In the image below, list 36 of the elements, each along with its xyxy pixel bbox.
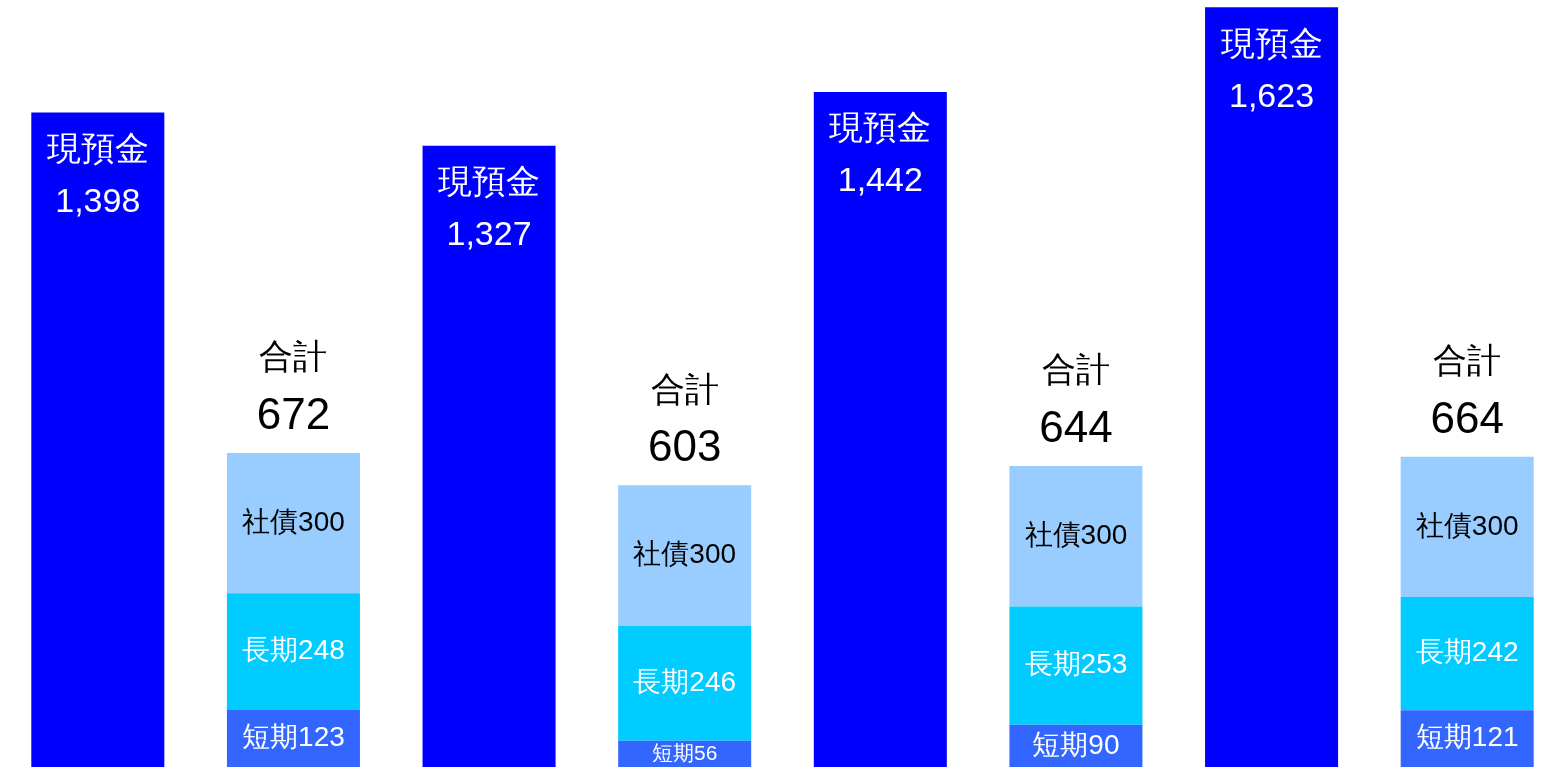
series-label: 現預金 [438, 162, 541, 201]
bar [226, 593, 360, 710]
text: 社債300 [1415, 509, 1519, 541]
bar [618, 485, 752, 626]
data-label: 1,327 [446, 214, 532, 253]
bar [1205, 7, 1339, 767]
text: 長期242 [1415, 636, 1519, 668]
text: 社債300 [633, 538, 737, 570]
text: 社債300 [1024, 518, 1128, 550]
data-label: 1,623 [1229, 75, 1315, 114]
bar [1009, 606, 1143, 725]
text: 現預金 [829, 108, 932, 147]
text: 長期246 [633, 665, 737, 697]
text: 現預金 [1220, 23, 1323, 62]
total-label: 合計 644 [1039, 350, 1113, 452]
bar [226, 452, 360, 594]
data-label: 1,442 [837, 160, 923, 199]
bar [618, 625, 752, 741]
text: 短期90 [1032, 728, 1120, 760]
text: 短期121 [1415, 721, 1519, 753]
text: 短期123 [242, 720, 345, 752]
text: 長期248 [242, 634, 345, 666]
text: 長期253 [1024, 648, 1128, 680]
bar [1009, 466, 1143, 607]
bar [1400, 456, 1534, 598]
total-label: 合計 603 [647, 369, 722, 471]
bar [422, 145, 556, 767]
text: 社債300 [242, 505, 345, 537]
data-label: 1,398 [55, 180, 141, 219]
bar [813, 92, 947, 767]
total-label: 合計 672 [256, 337, 331, 439]
total-label: 合計 664 [1430, 341, 1504, 442]
bar [31, 112, 165, 767]
bar [1400, 597, 1534, 711]
text: 短期56 [652, 740, 718, 764]
text: 現預金 [46, 128, 149, 167]
